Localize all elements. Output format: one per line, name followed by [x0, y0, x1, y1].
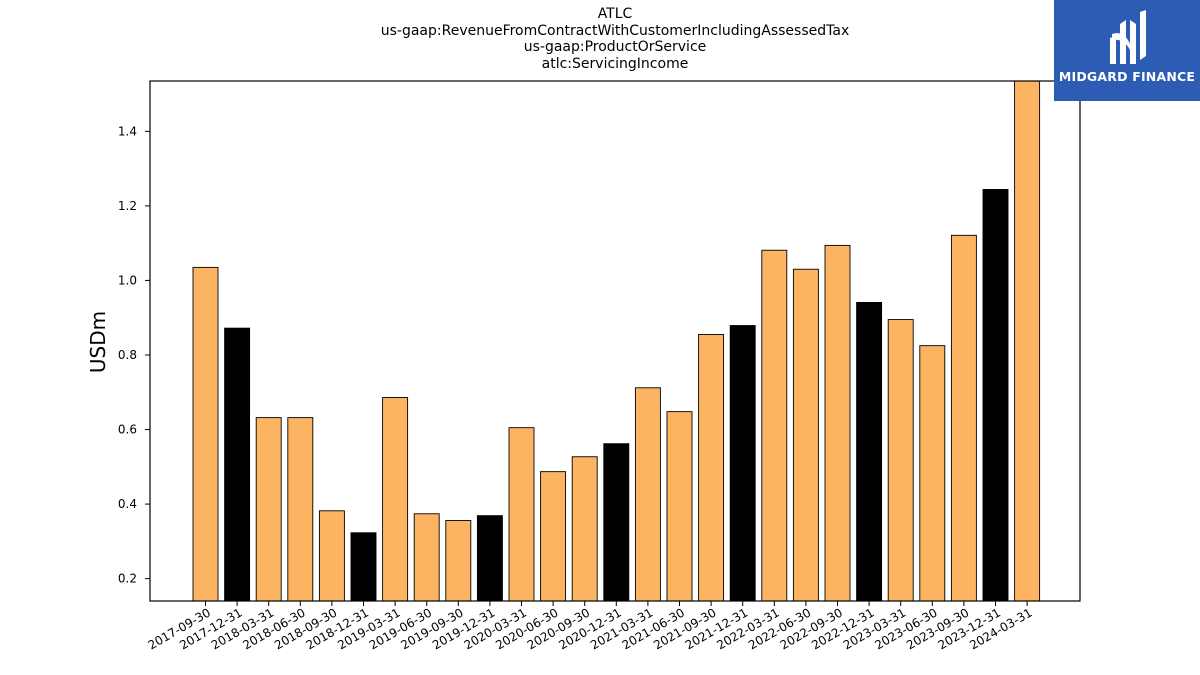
chart-title-line-1: ATLC — [597, 6, 633, 22]
bar-2021-06-30 — [666, 411, 693, 602]
bar-2018-03-31 — [255, 417, 282, 602]
bar-2020-06-30 — [540, 471, 567, 602]
midgard-logo-icon — [1110, 10, 1146, 64]
y-axis-ticks: 0.2 0.4 0.6 0.8 1.0 1.2 1.4 — [118, 124, 150, 586]
bar-2018-06-30 — [287, 417, 314, 602]
bar-2023-03-31 — [887, 319, 914, 602]
bar-2023-09-30 — [950, 234, 977, 602]
y-tick-label: 1.2 — [118, 199, 137, 213]
bar-2019-03-31 — [382, 397, 409, 602]
bar-2022-03-31 — [761, 249, 788, 602]
bar-2022-06-30 — [792, 268, 819, 602]
bar-2019-09-30 — [445, 520, 472, 602]
y-tick-label: 0.6 — [118, 423, 137, 437]
y-tick-label: 1.0 — [118, 273, 137, 287]
midgard-finance-logo: MIDGARD FINANCE — [1054, 0, 1200, 101]
bar-2023-12-31 — [982, 189, 1009, 602]
bar-2022-12-31 — [856, 301, 883, 602]
bar-2020-09-30 — [571, 456, 598, 602]
chart-title: ATLC us-gaap:RevenueFromContractWithCust… — [150, 6, 1080, 72]
bar-2022-09-30 — [824, 244, 851, 602]
x-axis-ticks: 2017-09-302017-12-312018-03-312018-06-30… — [146, 601, 1035, 652]
bar-2020-12-31 — [603, 443, 630, 602]
y-axis-label: USDm — [86, 311, 110, 373]
bar-2023-06-30 — [919, 345, 946, 602]
plot-frame — [149, 80, 1081, 602]
logo-text: MIDGARD FINANCE — [1058, 69, 1196, 84]
y-tick-label: 0.4 — [118, 497, 137, 511]
bar-2019-06-30 — [413, 513, 440, 602]
chart-title-line-3: us-gaap:ProductOrService — [523, 39, 707, 55]
y-tick-label: 1.4 — [118, 124, 137, 138]
bar-2021-12-31 — [729, 325, 756, 602]
bar-2024-03-31 — [1014, 80, 1041, 602]
bar-2021-03-31 — [634, 387, 661, 602]
bar-2017-09-30 — [192, 266, 219, 602]
bar-2017-12-31 — [224, 327, 251, 602]
bar-2021-09-30 — [698, 334, 725, 602]
y-tick-label: 0.2 — [118, 572, 137, 586]
chart-title-line-2: us-gaap:RevenueFromContractWithCustomerI… — [380, 22, 850, 39]
bar-2019-12-31 — [476, 515, 503, 602]
bar-2018-09-30 — [318, 510, 345, 602]
y-tick-label: 0.8 — [118, 348, 137, 362]
bars-group — [192, 80, 1041, 602]
bar-2020-03-31 — [508, 427, 535, 602]
bar-2018-12-31 — [350, 532, 377, 602]
chart-title-line-4: atlc:ServicingIncome — [541, 55, 689, 72]
